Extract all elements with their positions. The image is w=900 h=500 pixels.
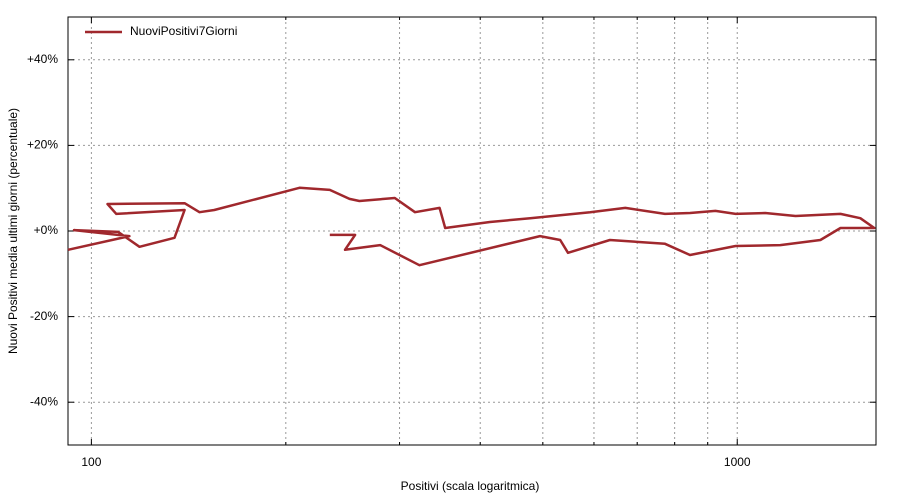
- y-tick-label: -40%: [30, 394, 58, 408]
- x-tick-label: 100: [81, 455, 101, 469]
- y-tick-label: +40%: [27, 52, 58, 66]
- x-tick-label: 1000: [724, 455, 751, 469]
- data-line: [67, 186, 876, 267]
- legend-label: NuoviPositivi7Giorni: [130, 24, 237, 38]
- x-axis-label: Positivi (scala logaritmica): [401, 479, 540, 493]
- y-axis-label: Nuovi Positivi media ultimi giorni (perc…: [6, 108, 20, 354]
- y-tick-label: -20%: [30, 309, 58, 323]
- plot-frame: [67, 16, 877, 446]
- y-tick-label: +0%: [34, 223, 59, 237]
- y-tick-label: +20%: [27, 138, 58, 152]
